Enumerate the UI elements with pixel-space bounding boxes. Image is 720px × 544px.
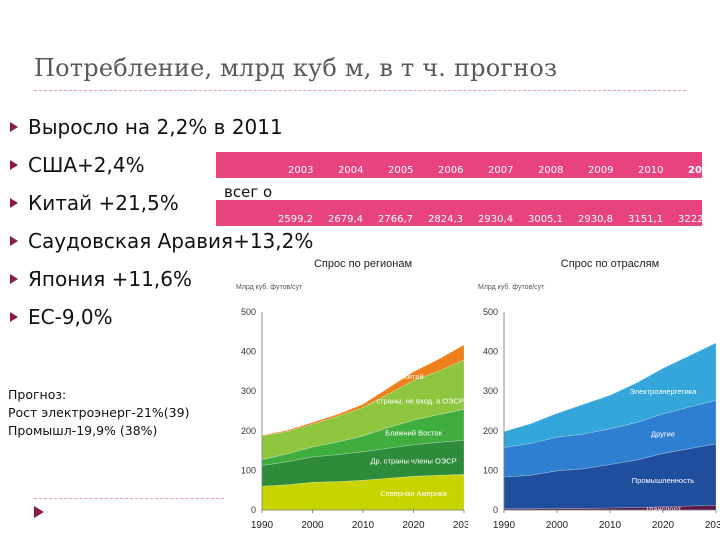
y-tick-label: 300 bbox=[483, 386, 498, 396]
table-value-cell: 3151,1 bbox=[628, 214, 663, 225]
y-tick-label: 0 bbox=[251, 505, 256, 515]
area-series bbox=[261, 344, 465, 437]
table-year-cell: 2010 bbox=[638, 165, 664, 176]
table-year-cell: 2008 bbox=[538, 165, 564, 176]
table-year-cell: 2004 bbox=[338, 165, 364, 176]
series-label: Другие bbox=[651, 430, 675, 439]
x-tick-label: 2010 bbox=[352, 520, 375, 531]
forecast-line: Рост электроэнерг-21%(39) bbox=[8, 405, 190, 420]
chart-title: Спрос по регионам bbox=[314, 258, 412, 270]
y-tick-label: 100 bbox=[483, 465, 498, 475]
table-year-cell: 2005 bbox=[388, 165, 414, 176]
bullet-item: США+2,4% bbox=[6, 150, 313, 188]
series-label: Др. страны члены ОЭСР bbox=[370, 457, 456, 466]
y-tick-label: 500 bbox=[241, 307, 256, 317]
y-tick-label: 300 bbox=[241, 386, 256, 396]
chart-regions-svg: Спрос по регионам Млрд куб. футов/сут Севе… bbox=[236, 258, 476, 531]
table-year-cell: 2007 bbox=[488, 165, 514, 176]
bullet-item: Саудовская Аравия+13,2% bbox=[6, 226, 313, 264]
table-value-cell: 2824,3 bbox=[428, 214, 463, 225]
series-label: Китай bbox=[403, 372, 423, 381]
slide-title: Потребление, млрд куб м, в т ч. прогноз bbox=[34, 54, 558, 82]
table-value-cell: 2599,2 bbox=[278, 214, 313, 225]
y-tick-label: 0 bbox=[493, 505, 498, 515]
x-tick-label: 2030 bbox=[705, 520, 720, 531]
table-value-cell: 2930,8 bbox=[578, 214, 613, 225]
y-axis-label: Млрд куб. футов/сут bbox=[478, 283, 545, 291]
bottom-divider bbox=[34, 498, 224, 499]
forecast-line: Промышл-19,9% (38%) bbox=[8, 423, 158, 438]
area-series bbox=[503, 342, 717, 448]
x-tick-label: 2000 bbox=[546, 520, 569, 531]
bullet-item: Выросло на 2,2% в 2011 bbox=[6, 112, 313, 150]
table-year-cell: 2006 bbox=[438, 165, 464, 176]
chart-sectors: Спрос по отраслям Млрд куб. футов/сут Тран… bbox=[470, 254, 720, 540]
table-value-cell: 2679,4 bbox=[328, 214, 363, 225]
forecast-line: Прогноз: bbox=[8, 387, 67, 402]
series-label: Электроэнергетика bbox=[630, 387, 698, 396]
bullet-item: ЕС-9,0% bbox=[6, 302, 313, 340]
y-axis-label: Млрд куб. футов/сут bbox=[236, 283, 303, 291]
y-tick-label: 500 bbox=[483, 307, 498, 317]
table-value-cell: 2766,7 bbox=[378, 214, 413, 225]
table-year-cell: 2009 bbox=[588, 165, 614, 176]
table-value-cell: 3005,1 bbox=[528, 214, 563, 225]
chart-sectors-svg: Спрос по отраслям Млрд куб. футов/сут Тран… bbox=[478, 258, 720, 531]
series-label: Промышленность bbox=[632, 476, 694, 485]
series-label: Северная Америка bbox=[380, 489, 447, 498]
forecast-note: Прогноз: Рост электроэнерг-21%(39) Промы… bbox=[8, 386, 189, 440]
x-tick-label: 1990 bbox=[251, 520, 274, 531]
x-tick-label: 2000 bbox=[301, 520, 324, 531]
x-tick-label: 2010 bbox=[599, 520, 622, 531]
chart-regions: Спрос по регионам Млрд куб. футов/сут Севе… bbox=[228, 254, 476, 540]
table-value-band bbox=[216, 200, 702, 226]
y-tick-label: 100 bbox=[241, 465, 256, 475]
x-tick-label: 2020 bbox=[402, 520, 425, 531]
series-label: Др. страны, не вход. в ОЭСР bbox=[363, 396, 464, 405]
table-value-cell: 2930,4 bbox=[478, 214, 513, 225]
series-label: Транспорт bbox=[645, 504, 682, 513]
slide-nav-arrow-icon bbox=[34, 506, 44, 518]
x-tick-label: 2030 bbox=[453, 520, 468, 531]
y-tick-label: 200 bbox=[241, 426, 256, 436]
y-tick-label: 200 bbox=[483, 426, 498, 436]
table-row-label: всег о bbox=[224, 183, 273, 201]
table-year-cell: 2011 bbox=[688, 165, 716, 176]
title-divider bbox=[34, 90, 686, 91]
table-year-band bbox=[216, 152, 702, 178]
y-tick-label: 400 bbox=[241, 347, 256, 357]
table-year-cell: 2003 bbox=[288, 165, 314, 176]
table-value-cell: 3222,3 bbox=[678, 214, 713, 225]
series-label: Ближний Восток bbox=[385, 428, 442, 437]
bullet-list: Выросло на 2,2% в 2011 США+2,4% Китай +2… bbox=[6, 112, 313, 340]
chart-title: Спрос по отраслям bbox=[561, 258, 659, 270]
bullet-item: Китай +21,5% bbox=[6, 188, 313, 226]
y-tick-label: 400 bbox=[483, 347, 498, 357]
bullet-item: Япония +11,6% bbox=[6, 264, 313, 302]
x-tick-label: 2020 bbox=[652, 520, 675, 531]
consumption-table: всег о 2003 2004 2005 2006 2007 2008 2009 2010 2… bbox=[216, 152, 716, 226]
x-tick-label: 1990 bbox=[493, 520, 516, 531]
